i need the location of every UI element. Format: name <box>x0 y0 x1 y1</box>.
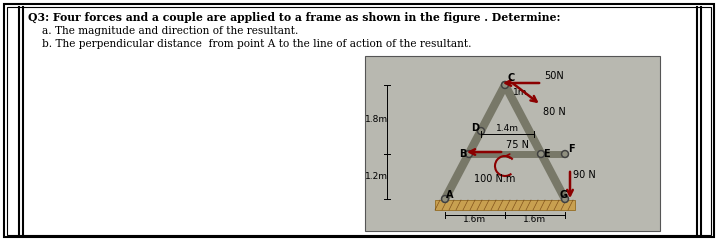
Text: 1m: 1m <box>513 88 528 97</box>
Circle shape <box>477 127 485 134</box>
Circle shape <box>467 152 471 156</box>
Text: F: F <box>568 144 575 154</box>
Text: 80 N: 80 N <box>543 107 566 117</box>
Circle shape <box>562 150 569 158</box>
Text: 1.8m: 1.8m <box>365 115 388 124</box>
Circle shape <box>466 150 472 158</box>
Circle shape <box>479 129 483 133</box>
Text: 1.4m: 1.4m <box>496 124 519 133</box>
Bar <box>365 56 660 231</box>
Text: B: B <box>459 149 467 159</box>
Circle shape <box>502 81 508 88</box>
Text: 1.6m: 1.6m <box>464 215 487 224</box>
Text: C: C <box>507 73 514 83</box>
Text: G: G <box>560 190 568 200</box>
Circle shape <box>563 197 567 201</box>
Circle shape <box>562 195 569 202</box>
Bar <box>435 200 575 210</box>
Circle shape <box>538 150 544 158</box>
Text: 100 N.m: 100 N.m <box>474 174 516 184</box>
Text: E: E <box>543 149 549 159</box>
Circle shape <box>441 195 449 202</box>
Text: A: A <box>446 190 454 200</box>
Text: 1.6m: 1.6m <box>523 215 546 224</box>
Circle shape <box>503 83 507 87</box>
Text: b. The perpendicular distance  from point A to the line of action of the resulta: b. The perpendicular distance from point… <box>42 39 472 49</box>
Text: 1.2m: 1.2m <box>365 172 388 181</box>
Text: 75 N: 75 N <box>506 140 529 150</box>
Text: D: D <box>471 123 479 133</box>
Text: Q3: Four forces and a couple are applied to a frame as shown in the figure . Det: Q3: Four forces and a couple are applied… <box>28 12 560 23</box>
Text: 90 N: 90 N <box>573 170 595 180</box>
Text: 50N: 50N <box>544 71 564 81</box>
Circle shape <box>563 152 567 156</box>
Text: a. The magnitude and direction of the resultant.: a. The magnitude and direction of the re… <box>42 26 298 36</box>
Circle shape <box>539 152 543 156</box>
Circle shape <box>443 197 447 201</box>
